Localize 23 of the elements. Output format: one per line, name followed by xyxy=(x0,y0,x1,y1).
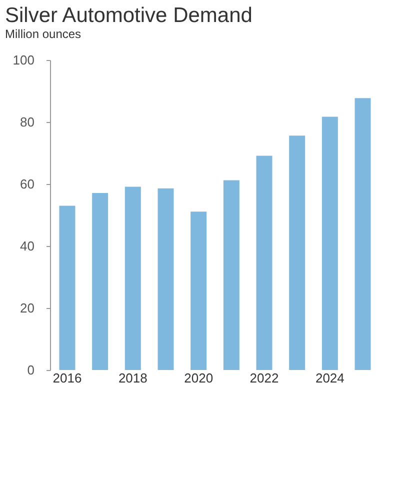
bar xyxy=(354,98,371,370)
y-tick-label: 60 xyxy=(20,176,34,192)
x-tick-label: 2016 xyxy=(52,370,82,386)
x-tick-label: 2022 xyxy=(250,370,279,386)
y-tick-label: 100 xyxy=(12,52,34,68)
bar xyxy=(289,136,306,370)
bar xyxy=(92,192,108,370)
y-tick-label: 40 xyxy=(20,238,34,254)
y-axis-title: Million ounces xyxy=(5,27,82,41)
bar xyxy=(158,188,174,370)
y-tick-label: 0 xyxy=(27,362,34,378)
bar xyxy=(124,186,141,370)
bar xyxy=(190,212,207,370)
x-tick-label: 2024 xyxy=(315,370,344,386)
bar xyxy=(59,206,76,370)
bar xyxy=(256,156,272,370)
bar xyxy=(322,116,338,370)
x-tick-label: 2018 xyxy=(118,370,148,386)
bar xyxy=(223,180,240,370)
x-tick-label: 2020 xyxy=(184,370,214,386)
y-tick-label: 80 xyxy=(20,114,34,130)
chart-title: Silver Automotive Demand xyxy=(5,4,252,27)
y-tick-label: 20 xyxy=(20,300,34,316)
